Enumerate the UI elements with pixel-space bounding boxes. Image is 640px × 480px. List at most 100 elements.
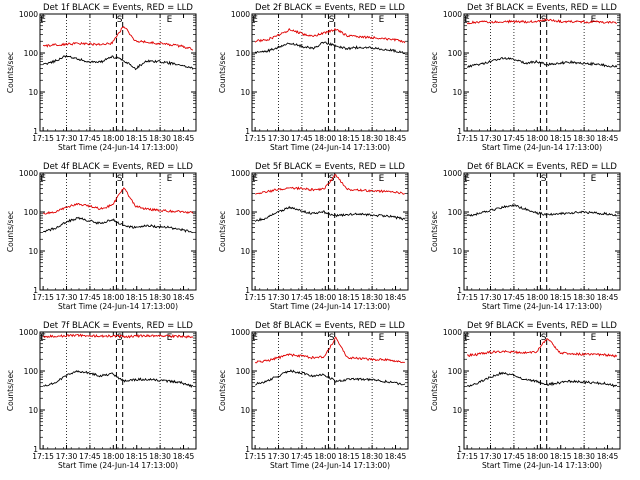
y-tick-label: 1 [33,127,38,136]
interval-marker-s: S [117,15,123,25]
interval-marker-e: E [591,15,597,25]
interval-marker-e: E [40,174,46,184]
y-tick-label: 1 [245,445,250,454]
x-axis-label: Start Time (24-Jun-14 17:13:00) [58,302,178,311]
chart-title: Det 5f BLACK = Events, RED = LLD [255,162,405,172]
series-line-events [254,205,406,222]
series-line-events [466,56,618,68]
x-tick-label: 18:45 [597,293,619,302]
interval-marker-e: E [591,333,597,343]
x-tick-label: 18:00 [315,293,337,302]
x-tick-label: 18:45 [173,293,195,302]
x-tick-label: 18:00 [103,134,125,143]
interval-marker-e: E [167,333,173,343]
y-tick-label: 1 [457,127,462,136]
x-tick-label: 18:15 [126,293,148,302]
interval-marker-e: E [40,333,46,343]
chart-title: Det 4f BLACK = Events, RED = LLD [43,162,193,172]
x-tick-label: 17:30 [268,452,290,461]
series-line-events [42,216,193,234]
y-tick-label: 1 [245,127,250,136]
y-axis-label: Counts/sec [6,370,15,411]
chart-title: Det 7f BLACK = Events, RED = LLD [43,321,193,331]
chart-panel-3: Det 3f BLACK = Events, RED = LLD 1 10 100 10… [430,3,621,152]
x-tick-label: 17:30 [56,134,78,143]
x-tick-label: 18:30 [149,293,171,302]
plot-frame [463,172,621,291]
y-tick-label: 1000 [231,10,250,19]
x-tick-label: 18:15 [338,452,360,461]
interval-marker-e: E [464,174,470,184]
y-axis-label: Counts/sec [6,211,15,252]
series-line-events [42,54,194,71]
interval-marker-e: E [252,333,258,343]
chart-title: Det 2f BLACK = Events, RED = LLD [255,3,405,13]
x-tick-label: 18:15 [338,293,360,302]
series-line-events [466,371,618,388]
series-line-lld [255,174,406,195]
chart-title: Det 1f BLACK = Events, RED = LLD [43,3,193,13]
x-tick-label: 18:30 [149,452,171,461]
y-tick-label: 1 [457,445,462,454]
y-tick-label: 1000 [443,10,462,19]
x-tick-label: 18:30 [573,293,595,302]
plot-frame [39,13,197,132]
interval-marker-e: E [379,15,385,25]
interval-marker-s: S [541,174,547,184]
y-tick-label: 100 [236,208,251,217]
chart-panel-7: Det 7f BLACK = Events, RED = LLD 1 10 100 10… [6,321,197,470]
x-tick-label: 17:15 [456,452,478,461]
y-axis-label: Counts/sec [218,370,227,411]
x-axis-label: Start Time (24-Jun-14 17:13:00) [270,461,390,470]
x-tick-label: 18:45 [385,293,407,302]
y-tick-label: 10 [28,247,38,256]
y-tick-label: 10 [240,406,250,415]
interval-marker-e: E [464,333,470,343]
x-tick-label: 17:30 [480,293,502,302]
series-line-events [466,203,618,217]
x-tick-label: 18:45 [597,452,619,461]
interval-marker-s: S [329,15,335,25]
y-tick-label: 100 [24,367,39,376]
x-tick-label: 18:30 [149,134,171,143]
y-tick-label: 10 [452,247,462,256]
y-tick-label: 1 [457,286,462,295]
y-tick-label: 100 [448,208,463,217]
x-tick-label: 18:00 [315,452,337,461]
x-tick-label: 17:45 [503,452,525,461]
y-tick-label: 1 [33,286,38,295]
y-axis-label: Counts/sec [218,52,227,93]
x-tick-label: 17:15 [244,293,266,302]
x-tick-label: 18:15 [338,134,360,143]
interval-marker-s: S [541,333,547,343]
plot-frame [463,331,621,450]
y-axis-label: Counts/sec [430,52,439,93]
x-tick-label: 17:30 [268,293,290,302]
interval-marker-s: S [329,333,335,343]
y-tick-label: 100 [236,367,251,376]
x-axis-label: Start Time (24-Jun-14 17:13:00) [58,143,178,152]
interval-marker-e: E [167,174,173,184]
y-tick-label: 1000 [19,169,38,178]
x-tick-label: 17:45 [503,134,525,143]
plot-frame [463,13,621,132]
y-tick-label: 1 [33,445,38,454]
series-line-lld [467,337,618,358]
y-tick-label: 10 [452,406,462,415]
x-tick-label: 17:15 [244,452,266,461]
interval-marker-e: E [252,174,258,184]
x-tick-label: 18:00 [527,293,549,302]
x-tick-label: 18:00 [103,293,125,302]
chart-panel-6: Det 6f BLACK = Events, RED = LLD 1 10 100 10… [430,162,621,311]
chart-panel-9: Det 9f BLACK = Events, RED = LLD 1 10 100 10… [430,321,621,470]
x-tick-label: 17:15 [456,134,478,143]
chart-title: Det 3f BLACK = Events, RED = LLD [467,3,617,13]
y-tick-label: 1000 [443,169,462,178]
series-line-lld [254,336,406,364]
y-tick-label: 10 [240,247,250,256]
x-tick-label: 17:15 [32,293,54,302]
x-tick-label: 17:45 [79,134,101,143]
x-tick-label: 17:15 [32,134,54,143]
x-tick-label: 18:30 [573,134,595,143]
